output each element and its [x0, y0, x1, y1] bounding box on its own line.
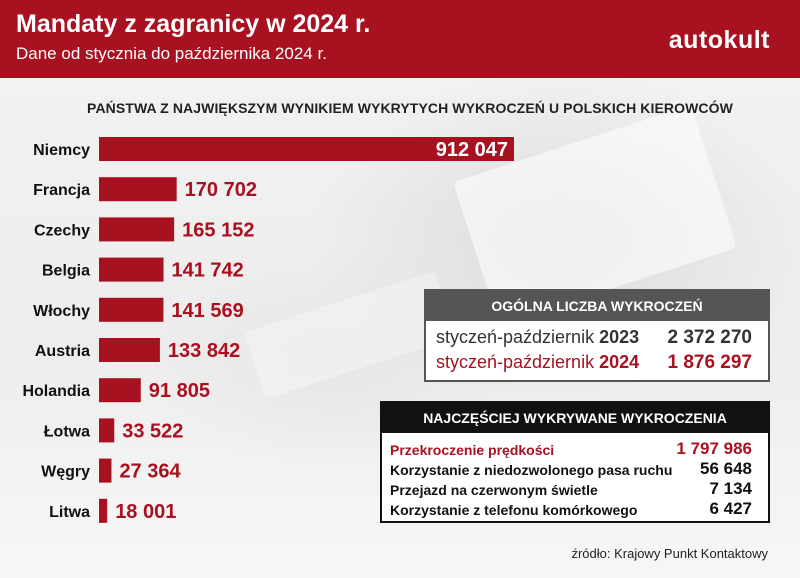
category-label: Niemcy: [33, 142, 90, 159]
value-label: 91 805: [149, 380, 210, 402]
bar-6: [99, 378, 141, 403]
page-subtitle: Dane od stycznia do października 2024 r.: [16, 44, 327, 63]
offense-value: 6 427: [709, 499, 752, 518]
offense-row-phone: Korzystanie z telefonu komórkowego 6 427: [390, 499, 752, 521]
value-label: 27 364: [119, 461, 181, 483]
bar-4: [99, 297, 164, 322]
category-label: Belgia: [42, 263, 90, 280]
bar-1: [99, 177, 177, 202]
bar-5: [99, 338, 160, 362]
offense-label: Korzystanie z telefonu komórkowego: [390, 502, 638, 518]
value-label: 165 152: [182, 219, 254, 241]
totals-row-2023: styczeń-październik 2023 2 372 270: [436, 327, 752, 351]
value-label: 133 842: [168, 340, 240, 362]
offense-row-speeding: Przekroczenie prędkości 1 797 986: [390, 439, 752, 461]
offense-value: 7 134: [709, 479, 752, 498]
bar-8: [99, 458, 112, 483]
offense-value: 56 648: [700, 459, 752, 478]
offense-label: Korzystanie z niedozwolonego pasa ruchu: [390, 462, 673, 478]
totals-row-label: styczeń-październik 2024: [436, 352, 640, 372]
value-label: 33 522: [122, 420, 183, 442]
totals-row-2024: styczeń-październik 2024 1 876 297: [436, 352, 752, 376]
source-note: źródło: Krajowy Punkt Kontaktowy: [571, 546, 768, 561]
bar-2: [99, 217, 175, 242]
offenses-box-header: NAJCZĘŚCIEJ WYKRYWANE WYKROCZENIA: [382, 403, 768, 433]
category-label: Czechy: [34, 222, 90, 239]
value-label: 18 001: [115, 501, 176, 523]
bar-9: [99, 498, 108, 523]
category-label: Austria: [35, 343, 90, 360]
page-title: Mandaty z zagranicy w 2024 r.: [16, 10, 371, 38]
value-label: 170 702: [185, 179, 257, 201]
category-label: Holandia: [22, 383, 90, 400]
category-label: Francja: [33, 182, 90, 199]
category-label: Litwa: [49, 504, 90, 521]
offenses-box: NAJCZĘŚCIEJ WYKRYWANE WYKROCZENIA Przekr…: [380, 401, 770, 523]
totals-row-label: styczeń-październik 2023: [436, 327, 640, 347]
value-label: 912 047: [436, 139, 508, 161]
chart-title: PAŃSTWA Z NAJWIĘKSZYM WYNIKIEM WYKRYTYCH…: [87, 100, 733, 116]
bar-3: [99, 257, 164, 282]
totals-box-header: OGÓLNA LICZBA WYKROCZEŃ: [426, 291, 768, 321]
category-label: Węgry: [41, 464, 90, 481]
value-label: 141 742: [171, 260, 243, 282]
totals-box: OGÓLNA LICZBA WYKROCZEŃ styczeń-paździer…: [424, 289, 770, 382]
offense-label: Przejazd na czerwonym świetle: [390, 482, 598, 498]
offense-value: 1 797 986: [676, 439, 752, 458]
offense-row-red-light: Przejazd na czerwonym świetle 7 134: [390, 479, 752, 501]
category-label: Łotwa: [44, 423, 90, 440]
offense-label: Przekroczenie prędkości: [390, 442, 555, 458]
header-bar: Mandaty z zagranicy w 2024 r. Dane od st…: [0, 0, 800, 78]
category-label: Włochy: [33, 303, 90, 320]
bar-0: [99, 137, 514, 161]
totals-row-value: 1 876 297: [667, 352, 752, 373]
offense-row-lane: Korzystanie z niedozwolonego pasa ruchu …: [390, 459, 752, 481]
totals-row-value: 2 372 270: [667, 327, 752, 348]
bar-7: [99, 418, 115, 443]
value-label: 141 569: [171, 300, 243, 322]
brand-logo: autokult: [668, 26, 770, 54]
